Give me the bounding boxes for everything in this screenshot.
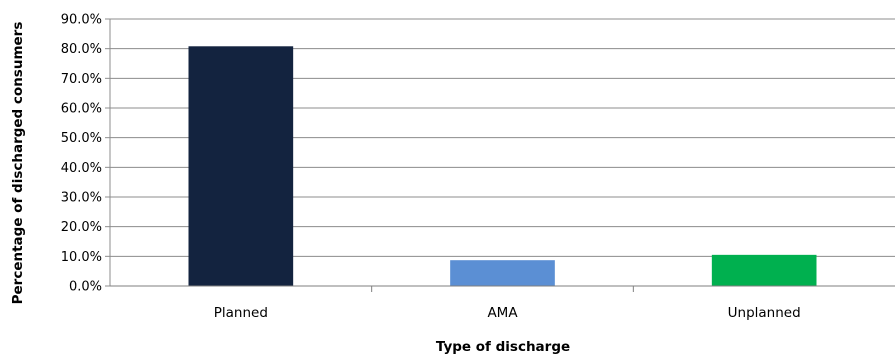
- y-tick-label: 10.0%: [61, 250, 102, 265]
- bars: [188, 46, 817, 286]
- bar-planned: [188, 46, 294, 286]
- y-tick-label: 70.0%: [61, 72, 102, 87]
- y-tick-label: 90.0%: [61, 13, 102, 28]
- y-tick-label: 50.0%: [61, 131, 102, 146]
- bar-unplanned: [711, 254, 817, 286]
- y-axis-title: Percentage of discharged consumers: [10, 22, 26, 305]
- y-tick-label: 30.0%: [61, 191, 102, 206]
- x-axis-title: Type of discharge: [436, 339, 570, 355]
- y-tick-label: 20.0%: [61, 220, 102, 235]
- y-tick-label: 80.0%: [61, 42, 102, 57]
- y-tick-label: 0.0%: [69, 280, 102, 295]
- x-tick-labels: Planned AMA Unplanned: [214, 305, 801, 321]
- x-axis: [110, 285, 895, 292]
- bar-ama: [450, 260, 555, 286]
- x-tick-label: AMA: [487, 305, 518, 321]
- y-tick-labels: 0.0% 10.0% 20.0% 30.0% 40.0% 50.0% 60.0% 70.0% 8…: [61, 13, 102, 295]
- y-tick-label: 40.0%: [61, 161, 102, 176]
- y-tick-label: 60.0%: [61, 102, 102, 117]
- x-tick-label: Planned: [214, 305, 268, 321]
- x-tick-label: Unplanned: [728, 305, 801, 321]
